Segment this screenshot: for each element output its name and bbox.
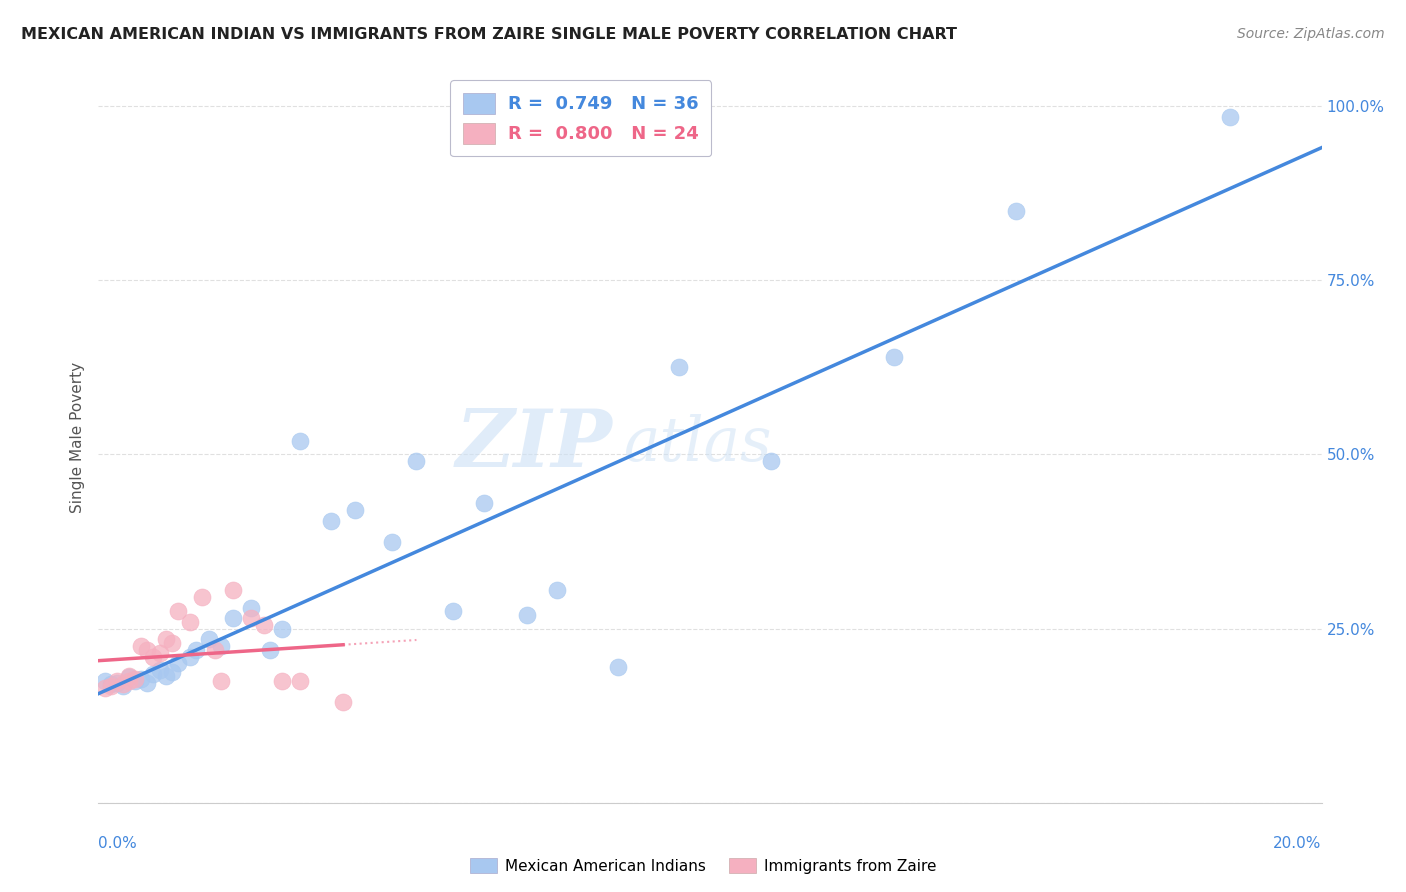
Point xyxy=(290,434,312,448)
Point xyxy=(118,670,141,684)
Point xyxy=(759,454,782,468)
Point xyxy=(118,673,141,688)
Text: Source: ZipAtlas.com: Source: ZipAtlas.com xyxy=(1237,27,1385,41)
Point xyxy=(100,677,122,691)
Point xyxy=(222,583,245,598)
Point xyxy=(186,642,208,657)
Point xyxy=(111,679,134,693)
Point xyxy=(222,611,245,625)
Point xyxy=(100,679,122,693)
Text: MEXICAN AMERICAN INDIAN VS IMMIGRANTS FROM ZAIRE SINGLE MALE POVERTY CORRELATION: MEXICAN AMERICAN INDIAN VS IMMIGRANTS FR… xyxy=(21,27,957,42)
Point xyxy=(883,350,905,364)
Point xyxy=(155,632,177,646)
Point xyxy=(136,676,159,690)
Point xyxy=(290,673,312,688)
Y-axis label: Single Male Poverty: Single Male Poverty xyxy=(70,361,86,513)
Text: ZIP: ZIP xyxy=(456,406,612,483)
Point xyxy=(546,583,568,598)
Point xyxy=(105,676,128,690)
Point xyxy=(405,454,427,468)
Text: 0.0%: 0.0% xyxy=(98,836,138,851)
Point xyxy=(167,657,190,671)
Point xyxy=(124,672,146,686)
Point xyxy=(118,669,141,683)
Point xyxy=(93,681,115,695)
Point xyxy=(259,642,281,657)
Point xyxy=(240,600,263,615)
Point xyxy=(179,649,201,664)
Point xyxy=(149,664,172,678)
Point xyxy=(441,604,464,618)
Text: atlas: atlas xyxy=(624,415,773,475)
Point xyxy=(319,514,342,528)
Point xyxy=(1219,110,1241,124)
Point xyxy=(191,591,214,605)
Point xyxy=(142,667,165,681)
Point xyxy=(142,649,165,664)
Point xyxy=(129,639,152,653)
Point xyxy=(129,672,152,686)
Point xyxy=(668,360,690,375)
Point xyxy=(124,673,146,688)
Point xyxy=(160,665,183,679)
Point xyxy=(270,622,292,636)
Point xyxy=(93,673,115,688)
Point xyxy=(111,677,134,691)
Point xyxy=(160,635,183,649)
Point xyxy=(252,618,274,632)
Point xyxy=(136,642,159,657)
Point xyxy=(149,646,172,660)
Point xyxy=(516,607,538,622)
Point xyxy=(240,611,263,625)
Point xyxy=(344,503,367,517)
Point xyxy=(607,660,630,674)
Legend: R =  0.749   N = 36, R =  0.800   N = 24: R = 0.749 N = 36, R = 0.800 N = 24 xyxy=(450,80,711,156)
Legend: Mexican American Indians, Immigrants from Zaire: Mexican American Indians, Immigrants fro… xyxy=(464,852,942,880)
Point xyxy=(204,642,226,657)
Point xyxy=(179,615,201,629)
Point xyxy=(197,632,219,646)
Point xyxy=(381,534,404,549)
Point xyxy=(270,673,292,688)
Point xyxy=(332,695,354,709)
Point xyxy=(209,673,232,688)
Point xyxy=(472,496,495,510)
Text: 20.0%: 20.0% xyxy=(1274,836,1322,851)
Point xyxy=(155,669,177,683)
Point xyxy=(167,604,190,618)
Point xyxy=(1004,203,1026,218)
Point xyxy=(105,673,128,688)
Point xyxy=(209,639,232,653)
